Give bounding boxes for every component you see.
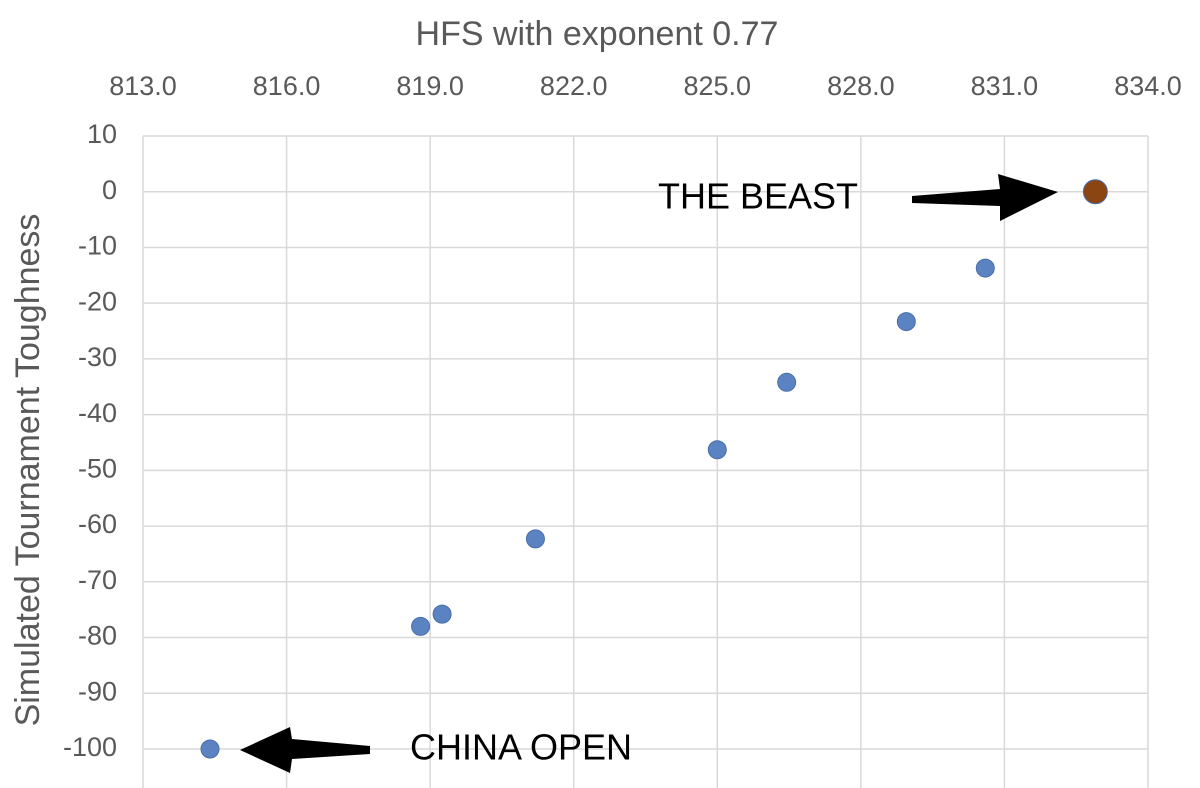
point — [432, 604, 452, 624]
annotation: CHINA OPEN — [410, 727, 632, 768]
x-tick-label: 825.0 — [683, 71, 751, 101]
y-tick-label: 10 — [87, 119, 117, 149]
x-tick-label: 813.0 — [109, 71, 177, 101]
arrow — [912, 174, 1058, 221]
x-tick-label: 816.0 — [253, 71, 321, 101]
y-tick-label: -10 — [78, 231, 117, 261]
x-tick-label: 819.0 — [396, 71, 464, 101]
point — [896, 312, 916, 332]
x-tick-label: 834.0 — [1114, 71, 1182, 101]
marks — [200, 179, 1108, 759]
arrow — [240, 727, 370, 773]
point — [975, 258, 995, 278]
point — [525, 529, 545, 549]
y-tick-label: -100 — [63, 732, 117, 762]
y-tick-label: -30 — [78, 342, 117, 372]
y-tick-label: -90 — [78, 676, 117, 706]
point — [707, 440, 727, 460]
y-tick-label: -70 — [78, 565, 117, 595]
point — [200, 739, 220, 759]
point — [411, 616, 431, 636]
x-tick-label: 828.0 — [827, 71, 895, 101]
point — [777, 372, 797, 392]
point — [1082, 179, 1108, 205]
grid: 813.0 816.0 819.0 822.0 825.0 828.0 831.0 834.0… — [63, 71, 1182, 788]
y-tick-label: -60 — [78, 509, 117, 539]
y-tick-label: -80 — [78, 621, 117, 651]
y-tick-label: -20 — [78, 286, 117, 316]
y-tick-label: -40 — [78, 398, 117, 428]
y-axis-title: Simulated Tournament Toughness — [9, 214, 47, 727]
annotation: THE BEAST — [658, 176, 858, 217]
y-tick-label: -50 — [78, 453, 117, 483]
x-tick-label: 822.0 — [540, 71, 608, 101]
x-tick-label: 831.0 — [971, 71, 1039, 101]
y-tick-label: 0 — [102, 175, 117, 205]
x-axis-title: HFS with exponent 0.77 — [416, 15, 779, 53]
